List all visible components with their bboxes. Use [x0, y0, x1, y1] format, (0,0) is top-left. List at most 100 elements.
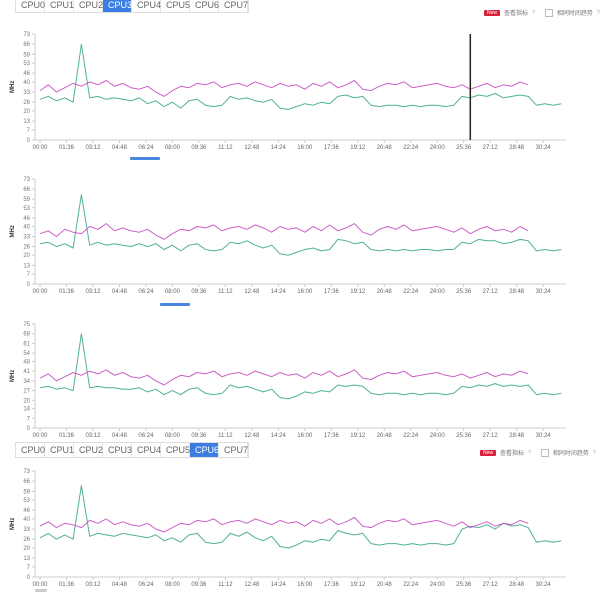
help-icon[interactable]: ? — [528, 449, 531, 456]
y-tick-label: 40 — [23, 224, 30, 230]
x-tick-label: 16:00 — [297, 582, 313, 588]
series-b-line — [39, 194, 562, 256]
y-tick-label: 7 — [27, 272, 31, 278]
x-tick-label: 04:48 — [112, 433, 128, 439]
tab-cpu2[interactable]: CPU2 — [74, 0, 103, 12]
y-tick-label: 33 — [23, 90, 30, 96]
x-tick-label: 27:12 — [483, 433, 499, 439]
y-tick-label: 7 — [27, 565, 31, 571]
tab-cpu6[interactable]: CPU6 — [190, 443, 219, 457]
y-tick-label: 59 — [23, 197, 30, 203]
x-tick-label: 27:12 — [483, 582, 499, 588]
x-tick-label: 12:48 — [244, 433, 260, 439]
x-tick-label: 17:36 — [324, 433, 340, 439]
y-tick-label: 75 — [23, 322, 30, 328]
x-tick-label: 22:24 — [403, 582, 419, 588]
x-tick-label: 03:12 — [85, 289, 101, 295]
help-icon[interactable]: ? — [596, 9, 600, 16]
y-tick-label: 46 — [23, 508, 30, 514]
y-tick-label: 53 — [23, 206, 30, 212]
tab-cpu7[interactable]: CPU7 — [219, 443, 248, 457]
same-time-checkbox[interactable] — [544, 8, 553, 17]
x-tick-label: 17:36 — [324, 289, 340, 295]
tab-cpu0[interactable]: CPU0 — [16, 443, 45, 457]
legend-top: New 查看指标 ? 相同时间趋势 ? — [484, 8, 600, 17]
tab-cpu3[interactable]: CPU3 — [103, 0, 132, 12]
series-a-line — [39, 223, 529, 240]
tab-cpu4[interactable]: CPU4 — [132, 0, 161, 12]
x-tick-label: 28:48 — [509, 433, 525, 439]
same-time-checkbox[interactable] — [540, 448, 549, 457]
x-tick-label: 27:12 — [483, 145, 499, 151]
tab-cpu2[interactable]: CPU2 — [74, 443, 103, 457]
x-tick-label: 16:00 — [297, 289, 313, 295]
x-tick-label: 04:48 — [112, 289, 128, 295]
x-tick-label: 12:48 — [244, 145, 260, 151]
x-tick-label: 19:12 — [350, 582, 366, 588]
y-tick-label: 54 — [23, 351, 30, 357]
x-tick-label: 24:00 — [430, 433, 446, 439]
x-tick-label: 22:24 — [403, 289, 419, 295]
x-tick-label: 08:00 — [165, 289, 181, 295]
cpu-tabs-bottom: CPU0 CPU1 CPU2 CPU3 CPU4 CPU5 CPU6 CPU7 — [15, 442, 249, 458]
y-tick-label: 73 — [23, 177, 30, 183]
x-tick-label: 04:48 — [112, 145, 128, 151]
new-badge: New — [484, 9, 501, 16]
x-tick-label: 08:00 — [165, 433, 181, 439]
x-tick-label: 24:00 — [430, 145, 446, 151]
help-icon[interactable]: ? — [532, 9, 535, 16]
x-tick-label: 11:12 — [218, 145, 233, 151]
tab-cpu5[interactable]: CPU5 — [161, 0, 190, 12]
tab-cpu0[interactable]: CPU0 — [16, 0, 45, 12]
tab-cpu1[interactable]: CPU1 — [45, 0, 74, 12]
new-badge: New — [480, 449, 497, 456]
metric-label[interactable]: 查看指标 — [500, 451, 525, 457]
x-tick-label: 28:48 — [509, 145, 525, 151]
x-tick-label: 14:24 — [271, 145, 287, 151]
tab-cpu7[interactable]: CPU7 — [219, 0, 248, 12]
y-tick-label: 40 — [23, 517, 30, 523]
y-tick-label: 26 — [23, 537, 30, 543]
tab-cpu6[interactable]: CPU6 — [190, 0, 219, 12]
y-tick-label: 13 — [23, 119, 30, 125]
y-tick-label: 26 — [23, 245, 30, 251]
tab-cpu5[interactable]: CPU5 — [161, 443, 190, 457]
x-tick-label: 00:00 — [32, 433, 48, 439]
scrollbar-thumb[interactable] — [130, 157, 160, 160]
metric-label[interactable]: 查看指标 — [504, 11, 529, 17]
scrollbar-thumb[interactable] — [160, 303, 190, 306]
x-tick-label: 08:00 — [165, 145, 181, 151]
x-tick-label: 22:24 — [403, 433, 419, 439]
x-tick-label: 12:48 — [244, 582, 260, 588]
tab-cpu4[interactable]: CPU4 — [132, 443, 161, 457]
same-time-label: 相同时间趋势 — [552, 451, 589, 457]
tab-cpu1[interactable]: CPU1 — [45, 443, 74, 457]
y-tick-label: 59 — [23, 489, 30, 495]
x-tick-label: 16:00 — [297, 145, 313, 151]
y-tick-label: 7 — [27, 128, 31, 134]
x-tick-label: 11:12 — [218, 582, 233, 588]
y-tick-label: 14 — [23, 407, 30, 413]
y-tick-label: 0 — [27, 575, 31, 581]
series-a-line — [39, 369, 529, 386]
x-tick-label: 30:24 — [536, 582, 552, 588]
y-tick-label: 26 — [23, 100, 30, 106]
x-tick-label: 09:36 — [191, 582, 207, 588]
x-tick-label: 27:12 — [483, 289, 499, 295]
help-icon[interactable]: ? — [592, 449, 596, 456]
x-tick-label: 19:12 — [350, 289, 366, 295]
tab-cpu3[interactable]: CPU3 — [103, 443, 132, 457]
y-axis-label: MHz — [10, 81, 16, 93]
x-tick-label: 08:00 — [165, 582, 181, 588]
y-tick-label: 20 — [23, 546, 30, 552]
scrollbar-thumb[interactable] — [35, 589, 47, 592]
x-tick-label: 20:48 — [377, 145, 393, 151]
x-tick-label: 20:48 — [377, 582, 393, 588]
x-tick-label: 16:00 — [297, 433, 313, 439]
x-tick-label: 01:36 — [59, 145, 75, 151]
x-tick-label: 00:00 — [32, 145, 48, 151]
x-tick-label: 00:00 — [32, 582, 48, 588]
x-tick-label: 19:12 — [350, 145, 366, 151]
x-tick-label: 28:48 — [509, 289, 525, 295]
y-tick-label: 33 — [23, 527, 30, 533]
